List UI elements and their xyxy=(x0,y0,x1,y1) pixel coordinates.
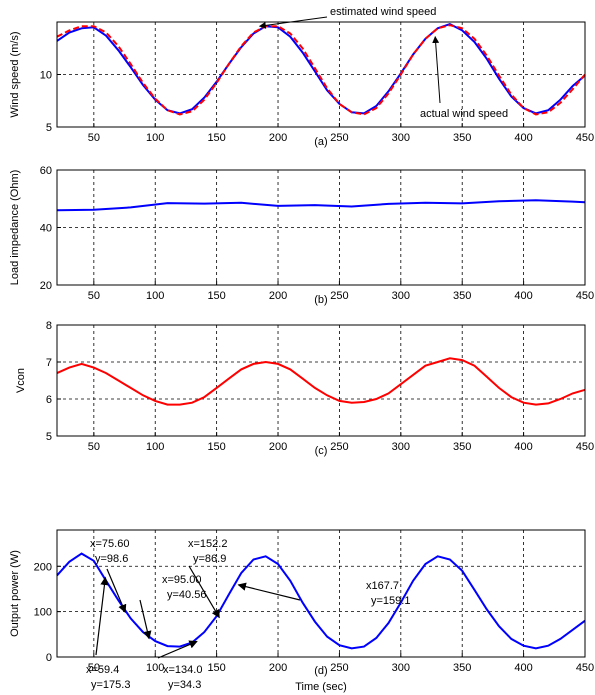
y-axis-label: Output power (W) xyxy=(9,550,21,637)
x-tick-label: 250 xyxy=(330,662,348,674)
annotation-x-label: x=152.2 xyxy=(188,538,227,550)
x-tick-label: 250 xyxy=(330,132,348,144)
x-tick-label: 50 xyxy=(88,662,100,674)
x-tick-label: 200 xyxy=(269,662,287,674)
x-tick-label: 350 xyxy=(453,132,471,144)
annotation-arrow xyxy=(258,16,328,29)
series-line-1 xyxy=(56,199,586,212)
annotation-arrow xyxy=(139,599,152,640)
x-tick-label: 250 xyxy=(330,290,348,302)
x-tick-label: 450 xyxy=(576,662,594,674)
series-line-2 xyxy=(56,24,586,116)
y-tick-label: 5 xyxy=(46,122,52,134)
x-tick-label: 450 xyxy=(576,132,594,144)
x-tick-label: 300 xyxy=(392,132,410,144)
y-tick-label: 8 xyxy=(46,320,52,332)
annotation-y-label: y=159.1 xyxy=(371,595,410,607)
y-tick-label: 200 xyxy=(34,561,52,573)
x-axis-label: Time (sec) xyxy=(295,681,347,693)
x-tick-label: 50 xyxy=(88,441,100,453)
annotation-x-label: x167.7 xyxy=(366,580,399,592)
panel-caption: (a) xyxy=(314,136,327,148)
x-tick-label: 300 xyxy=(392,441,410,453)
x-tick-label: 50 xyxy=(88,132,100,144)
x-tick-label: 400 xyxy=(514,290,532,302)
x-tick-label: 150 xyxy=(207,441,225,453)
x-tick-label: 450 xyxy=(576,441,594,453)
y-axis-label: Wind speed (m/s) xyxy=(9,31,21,117)
x-tick-label: 100 xyxy=(146,290,164,302)
x-tick-label: 150 xyxy=(207,662,225,674)
y-axis-label: Vcon xyxy=(15,368,27,393)
annotation-label: estimated wind speed xyxy=(330,6,436,18)
x-tick-label: 300 xyxy=(392,290,410,302)
y-tick-label: 60 xyxy=(40,165,52,177)
panel-2: 50 100 150 200 250 300 350 400 450 20 40 60 Load imp… xyxy=(9,165,594,306)
x-tick-label: 300 xyxy=(392,662,410,674)
y-tick-label: 40 xyxy=(40,223,52,235)
annotation-y-label: y=175.3 xyxy=(91,679,130,691)
axes-frame xyxy=(56,324,586,437)
annotation-arrow xyxy=(157,640,198,659)
panel-1: 50 100 150 200 250 300 350 400 450 5 10 Wind speed … xyxy=(9,6,594,148)
annotation-arrow xyxy=(188,565,220,619)
axes-frame xyxy=(56,529,586,658)
panel-caption: (d) xyxy=(314,665,327,677)
x-tick-label: 150 xyxy=(207,132,225,144)
annotation-arrow xyxy=(237,582,301,601)
annotation-y-label: y=98.6 xyxy=(95,553,128,565)
x-tick-label: 150 xyxy=(207,290,225,302)
series-line-1 xyxy=(56,357,586,406)
x-tick-label: 200 xyxy=(269,290,287,302)
x-tick-label: 450 xyxy=(576,290,594,302)
y-tick-label: 6 xyxy=(46,394,52,406)
x-tick-label: 350 xyxy=(453,662,471,674)
panel-4: 50 100 150 200 250 300 350 400 450 0 100 200 Output … xyxy=(9,529,594,693)
y-tick-label: 20 xyxy=(40,280,52,292)
annotation-y-label: y=34.3 xyxy=(168,679,201,691)
x-tick-label: 200 xyxy=(269,132,287,144)
x-tick-label: 350 xyxy=(453,441,471,453)
panel-3: 50 100 150 200 250 300 350 400 450 5 6 7 8 Vcon (c) xyxy=(15,320,594,457)
annotation-x-label: x=95.00 xyxy=(162,574,201,586)
series-line-1 xyxy=(56,23,586,115)
y-axis-label: Load impedance (Ohm) xyxy=(9,170,21,286)
y-tick-label: 7 xyxy=(46,357,52,369)
annotation-arrow xyxy=(95,576,109,656)
y-tick-label: 10 xyxy=(40,70,52,82)
x-tick-label: 100 xyxy=(146,441,164,453)
y-tick-label: 0 xyxy=(46,652,52,664)
x-tick-label: 350 xyxy=(453,290,471,302)
annotation-arrow xyxy=(106,568,127,614)
annotation-label: actual wind speed xyxy=(420,108,508,120)
y-tick-label: 100 xyxy=(34,607,52,619)
annotation-x-label: x=75.60 xyxy=(90,538,129,550)
x-tick-label: 100 xyxy=(146,132,164,144)
series-line-1 xyxy=(56,552,586,650)
y-tick-label: 5 xyxy=(46,431,52,443)
annotation-arrow xyxy=(432,36,441,104)
annotation-x-label: x=134.0 xyxy=(163,664,202,676)
x-tick-label: 400 xyxy=(514,662,532,674)
x-tick-label: 400 xyxy=(514,441,532,453)
annotation-y-label: y=86.9 xyxy=(193,553,226,565)
x-tick-label: 400 xyxy=(514,132,532,144)
annotation-y-label: y=40.56 xyxy=(167,589,206,601)
annotation-x-label: x=59.4 xyxy=(86,664,119,676)
x-tick-label: 100 xyxy=(146,662,164,674)
panel-caption: (c) xyxy=(315,445,328,457)
panel-caption: (b) xyxy=(314,294,327,306)
x-tick-label: 50 xyxy=(88,290,100,302)
x-tick-label: 250 xyxy=(330,441,348,453)
x-tick-label: 200 xyxy=(269,441,287,453)
